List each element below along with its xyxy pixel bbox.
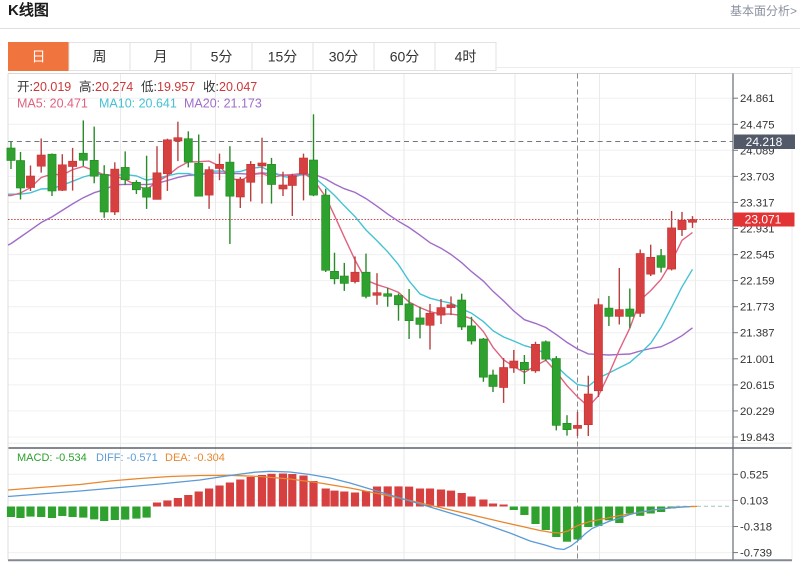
svg-text:K线图: K线图 — [8, 1, 49, 19]
svg-text:5分: 5分 — [211, 49, 233, 65]
svg-text:15分: 15分 — [268, 49, 298, 65]
svg-text:20.615: 20.615 — [740, 380, 775, 392]
svg-text:22.159: 22.159 — [740, 276, 775, 288]
svg-text:日: 日 — [32, 49, 46, 65]
svg-text:21.387: 21.387 — [740, 328, 775, 340]
svg-text:24.475: 24.475 — [740, 119, 775, 131]
svg-text:周: 周 — [93, 49, 107, 65]
svg-text:23.703: 23.703 — [740, 171, 775, 183]
svg-text:23.071: 23.071 — [745, 213, 782, 227]
svg-text:60分: 60分 — [390, 49, 420, 65]
svg-text:21.773: 21.773 — [740, 302, 775, 314]
svg-text:24.861: 24.861 — [740, 93, 775, 105]
svg-text:24.218: 24.218 — [746, 135, 783, 149]
svg-text:-0.318: -0.318 — [740, 522, 772, 534]
svg-text:4时: 4时 — [455, 49, 477, 65]
svg-text:19.843: 19.843 — [740, 432, 775, 444]
svg-text:20.229: 20.229 — [740, 406, 775, 418]
svg-text:0.103: 0.103 — [740, 495, 768, 507]
svg-text:0.525: 0.525 — [740, 469, 768, 481]
svg-text:22.545: 22.545 — [740, 250, 775, 262]
svg-text:30分: 30分 — [329, 49, 359, 65]
svg-text:23.317: 23.317 — [740, 197, 775, 209]
svg-text:月: 月 — [154, 49, 168, 65]
svg-text:-0.739: -0.739 — [740, 548, 772, 560]
svg-text:基本面分析>: 基本面分析> — [730, 4, 797, 18]
svg-text:21.001: 21.001 — [740, 354, 775, 366]
